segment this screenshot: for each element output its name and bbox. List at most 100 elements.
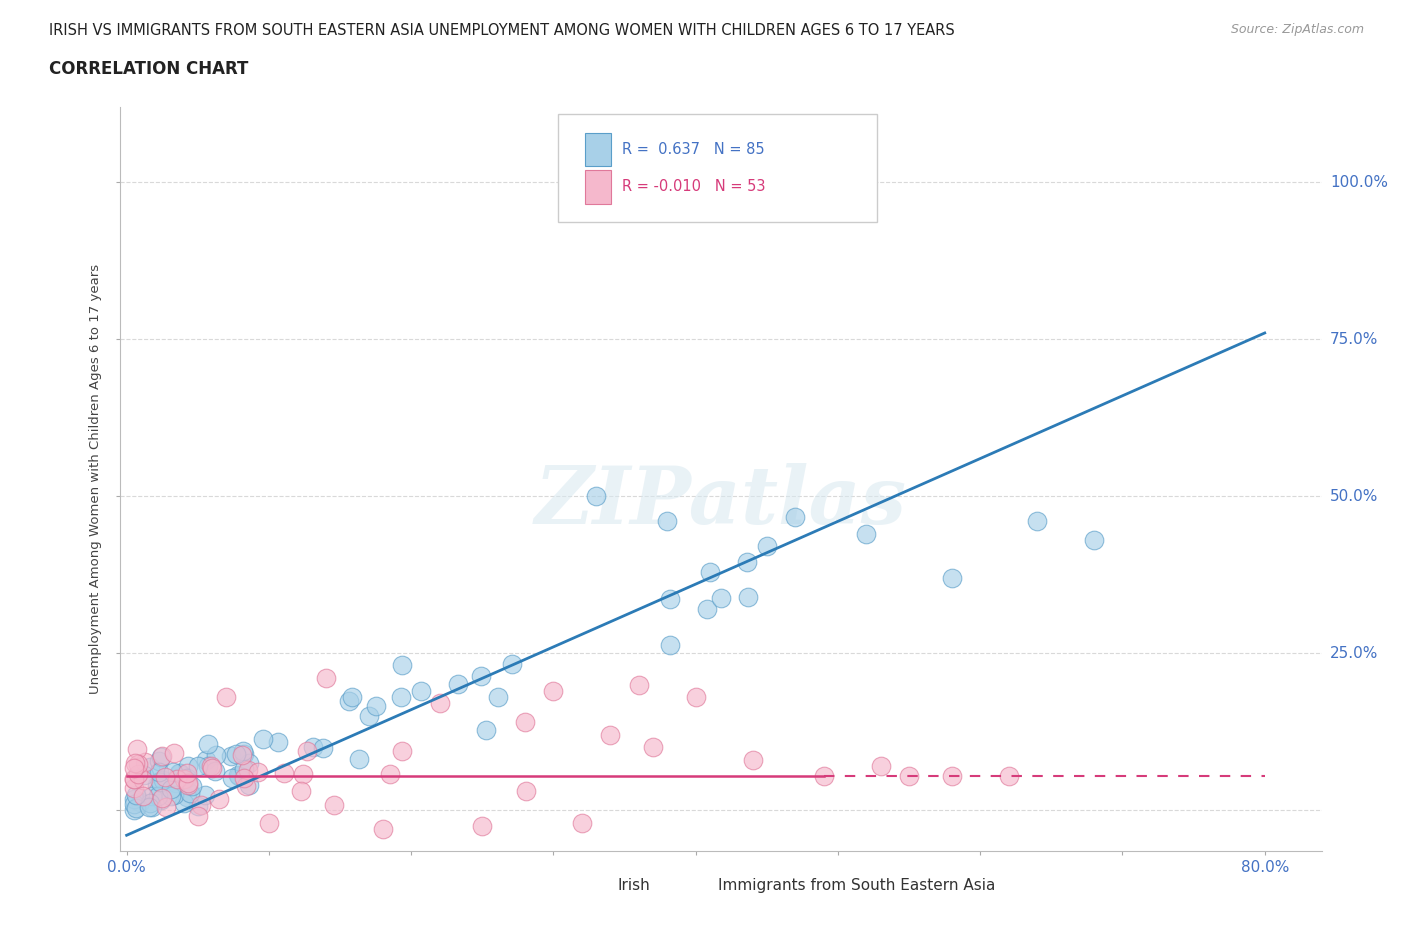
Bar: [685, 871, 711, 901]
Point: [641, 740, 664, 755]
Point: [176, 759, 198, 774]
Point: [134, 754, 156, 769]
Bar: [585, 133, 612, 166]
Point: [238, 755, 260, 770]
Point: [301, 739, 323, 754]
Text: Immigrants from South Eastern Asia: Immigrants from South Eastern Asia: [718, 879, 995, 894]
Text: R =  0.637   N = 85: R = 0.637 N = 85: [621, 142, 765, 157]
Point: [391, 658, 413, 672]
Point: [755, 539, 778, 554]
Point: [513, 715, 536, 730]
Point: [127, 757, 149, 772]
Point: [486, 690, 509, 705]
Point: [167, 765, 190, 780]
Point: [132, 768, 155, 783]
Point: [148, 753, 170, 768]
Point: [176, 771, 198, 786]
Point: [228, 769, 250, 784]
Point: [149, 792, 172, 807]
Point: [247, 764, 270, 779]
Point: [378, 766, 401, 781]
Point: [187, 799, 209, 814]
Point: [685, 690, 707, 705]
Point: [266, 734, 288, 749]
Point: [710, 591, 733, 605]
Point: [312, 740, 335, 755]
Point: [323, 797, 346, 812]
Point: [129, 794, 152, 809]
Point: [124, 755, 146, 770]
Text: Irish: Irish: [617, 879, 650, 894]
Point: [204, 748, 226, 763]
Point: [149, 775, 172, 790]
Point: [162, 765, 184, 780]
Point: [470, 669, 492, 684]
Point: [163, 788, 186, 803]
Point: [735, 555, 758, 570]
Point: [409, 684, 432, 698]
Point: [165, 776, 187, 790]
Point: [627, 677, 650, 692]
Point: [122, 761, 145, 776]
Point: [231, 748, 253, 763]
Point: [122, 772, 145, 787]
Text: 100.0%: 100.0%: [1330, 175, 1388, 190]
Point: [200, 758, 222, 773]
Point: [160, 788, 183, 803]
Text: 50.0%: 50.0%: [1330, 489, 1378, 504]
Point: [657, 514, 679, 529]
Point: [941, 768, 963, 783]
Point: [122, 803, 145, 817]
Point: [187, 758, 209, 773]
Point: [501, 657, 523, 671]
Point: [783, 510, 806, 525]
Point: [357, 708, 380, 723]
Point: [342, 690, 364, 705]
Point: [364, 699, 387, 714]
Point: [232, 771, 254, 786]
Point: [149, 774, 172, 789]
Point: [125, 801, 148, 816]
Point: [160, 782, 183, 797]
Text: CORRELATION CHART: CORRELATION CHART: [49, 60, 249, 78]
Point: [148, 764, 170, 779]
Point: [658, 638, 681, 653]
Point: [290, 784, 312, 799]
Text: R = -0.010   N = 53: R = -0.010 N = 53: [621, 179, 765, 194]
Point: [181, 779, 204, 794]
Point: [179, 785, 201, 800]
Point: [122, 771, 145, 786]
Point: [347, 752, 370, 767]
Point: [371, 821, 394, 836]
Point: [197, 737, 219, 751]
Text: 75.0%: 75.0%: [1330, 332, 1378, 347]
Point: [855, 526, 877, 541]
Point: [149, 750, 172, 764]
Point: [295, 744, 318, 759]
Point: [190, 798, 212, 813]
Bar: [585, 170, 612, 204]
Point: [177, 776, 200, 790]
Point: [291, 767, 314, 782]
Point: [813, 768, 835, 783]
Point: [471, 818, 494, 833]
Point: [204, 764, 226, 778]
Point: [474, 723, 496, 737]
Point: [150, 748, 173, 763]
FancyBboxPatch shape: [558, 114, 877, 222]
Point: [195, 752, 218, 767]
Point: [173, 796, 195, 811]
Point: [252, 732, 274, 747]
Point: [571, 816, 593, 830]
Point: [429, 696, 451, 711]
Point: [169, 765, 191, 780]
Point: [658, 591, 681, 606]
Point: [543, 684, 565, 698]
Point: [138, 796, 160, 811]
Point: [146, 789, 169, 804]
Point: [226, 767, 249, 782]
Point: [141, 800, 163, 815]
Point: [235, 779, 257, 794]
Point: [173, 772, 195, 787]
Text: 25.0%: 25.0%: [1330, 645, 1378, 660]
